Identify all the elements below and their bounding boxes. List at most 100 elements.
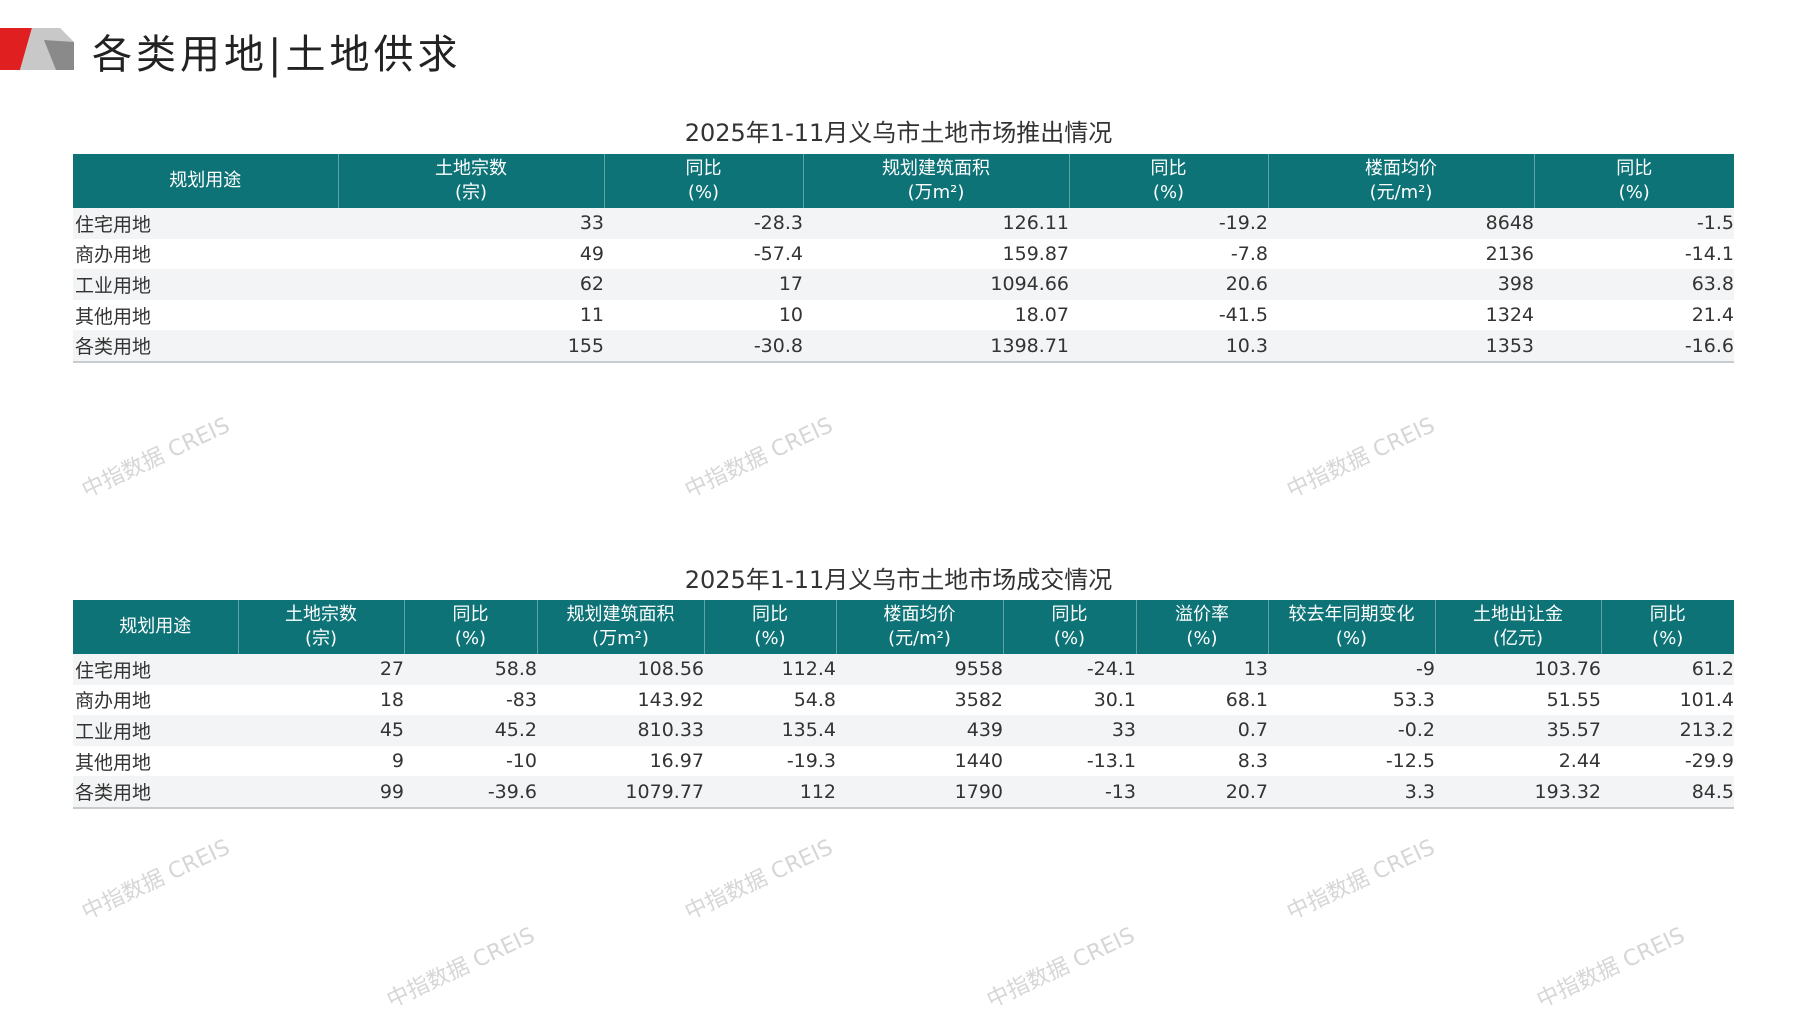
column-header-line: (%): [754, 628, 786, 649]
table-cell: 0.7: [1136, 715, 1268, 746]
table-cell: -24.1: [1003, 654, 1136, 685]
table-cell: 1079.77: [537, 776, 704, 809]
watermark: 中指数据 CREIS: [681, 413, 837, 504]
column-header: 同比 (%): [1533, 154, 1734, 208]
table-cell: 45: [238, 715, 404, 746]
column-header-line: (%): [1053, 628, 1086, 649]
table-row: 住宅用地 33 -28.3 126.11 -19.2 8648 -1.5: [73, 208, 1734, 239]
watermark: 中指数据 CREIS: [383, 923, 539, 1014]
table-cell: 1398.71: [803, 330, 1069, 363]
row-label: 工业用地: [73, 269, 338, 300]
table-cell: 398: [1268, 269, 1534, 300]
table-cell: 33: [338, 208, 604, 239]
table-cell: 810.33: [537, 715, 704, 746]
row-label: 商办用地: [75, 690, 152, 713]
table-cell: 99: [238, 776, 404, 809]
table-row: 其他用地 11 10 18.07 -41.5 1324 21.4: [73, 300, 1734, 331]
table-row: 工业用地 62 17 1094.66 20.6 398 63.8: [73, 269, 1734, 300]
table-cell: 18: [379, 688, 404, 711]
table-cell: 2.44: [1558, 750, 1601, 773]
column-header-line: 规划用途: [169, 170, 242, 191]
column-header: 规划建筑面积 (万m²): [536, 600, 704, 654]
table-cell: 51.55: [1546, 688, 1601, 711]
table-cell: -7.8: [1230, 242, 1268, 265]
table-cell: 16.97: [649, 750, 704, 773]
table-cell: 8.3: [1237, 750, 1268, 773]
table-cell: -0.2: [1268, 715, 1435, 746]
column-header-line: (宗): [454, 182, 488, 203]
table-cell: 20.6: [1069, 269, 1268, 300]
row-label: 工业用地: [73, 715, 238, 746]
table-cell: -16.6: [1534, 330, 1734, 363]
watermark: 中指数据 CREIS: [78, 835, 234, 926]
table-cell: 84.5: [1601, 776, 1734, 809]
table-cell: 62: [338, 269, 604, 300]
table-cell: 1094.66: [803, 269, 1069, 300]
table-cell: -1.5: [1534, 208, 1734, 239]
column-header-line: (元/m²): [888, 628, 951, 649]
table-cell: 135.4: [704, 715, 836, 746]
column-header: 土地宗数 (宗): [337, 154, 604, 208]
table-cell: -30.8: [604, 330, 803, 363]
row-label: 住宅用地: [73, 208, 338, 239]
table-cell: 101.4: [1679, 688, 1734, 711]
column-header-line: 同比: [1051, 604, 1088, 625]
table-cell: -13: [1003, 776, 1136, 809]
table-cell: 155: [338, 330, 604, 363]
column-header: 同比 (%): [703, 600, 836, 654]
table-cell: 1440: [954, 750, 1003, 773]
table-cell: 9558: [836, 654, 1003, 685]
table-cell: 1353: [1268, 330, 1534, 363]
table-cell: 18.07: [1014, 304, 1069, 327]
table-cell: -29.9: [1684, 750, 1734, 773]
table-cell: 33: [1003, 715, 1136, 746]
table-row: 商办用地 49 -57.4 159.87 -7.8 2136 -14.1: [73, 239, 1734, 270]
column-header-line: 同比: [452, 604, 489, 625]
header-row: 规划用途 土地宗数 (宗) 同比 (%) 规划建筑面积 (万m²) 同比 (%) 楼面均价 (元/m…: [73, 600, 1734, 654]
column-header-line: 溢价率: [1175, 604, 1229, 625]
watermark: 中指数据 CREIS: [1283, 413, 1439, 504]
watermark: 中指数据 CREIS: [1283, 835, 1439, 926]
row-label: 各类用地: [73, 776, 238, 809]
table-cell: -14.1: [1684, 242, 1734, 265]
table-cell: 58.8: [404, 654, 537, 685]
column-header: 同比 (%): [1002, 600, 1136, 654]
column-header: 规划建筑面积 (万m²): [802, 154, 1069, 208]
logo-icon: [0, 28, 74, 70]
watermark: 中指数据 CREIS: [1533, 923, 1689, 1014]
column-header-line: (宗): [304, 628, 338, 649]
page-title: 各类用地|土地供求: [92, 32, 462, 78]
table-cell: 143.92: [637, 688, 704, 711]
column-header-line: (%): [687, 182, 720, 203]
table-cell: -28.3: [604, 208, 803, 239]
supply-table: 规划用途 土地宗数 (宗) 同比 (%) 规划建筑面积 (万m²) 同比 (%) 楼面均价 (元/m…: [73, 154, 1734, 363]
row-label: 住宅用地: [73, 654, 238, 685]
column-header: 同比 (%): [403, 600, 537, 654]
row-label: 其他用地: [75, 305, 152, 328]
table-cell: 45.2: [404, 715, 537, 746]
table-cell: 35.57: [1435, 715, 1601, 746]
table-cell: 439: [836, 715, 1003, 746]
table-cell: 49: [579, 242, 604, 265]
column-header-line: 土地出让金: [1473, 604, 1563, 625]
table-cell: 17: [604, 269, 803, 300]
column-header: 溢价率 (%): [1135, 600, 1268, 654]
column-header-line: 规划建筑面积: [566, 604, 675, 625]
table-cell: 27: [238, 654, 404, 685]
column-header-line: 较去年同期变化: [1288, 604, 1415, 625]
table-cell: 21.4: [1691, 304, 1734, 327]
column-header: 楼面均价 (元/m²): [1267, 154, 1534, 208]
column-header: 同比 (%): [603, 154, 803, 208]
column-header: 规划用途: [73, 600, 238, 654]
column-header-line: (%): [1186, 628, 1218, 649]
table-cell: -10: [505, 750, 537, 773]
table-cell: 9: [391, 750, 404, 773]
column-header-line: (%): [1152, 182, 1185, 203]
column-header-line: (元/m²): [1369, 182, 1433, 203]
table-cell: 3.3: [1268, 776, 1435, 809]
column-header: 同比 (%): [1600, 600, 1734, 654]
row-label: 商办用地: [75, 244, 152, 267]
table-cell: 20.7: [1136, 776, 1268, 809]
table-cell: -13.1: [1086, 750, 1136, 773]
deal-table: 规划用途 土地宗数 (宗) 同比 (%) 规划建筑面积 (万m²) 同比 (%) 楼面均价 (元/m…: [73, 600, 1734, 809]
